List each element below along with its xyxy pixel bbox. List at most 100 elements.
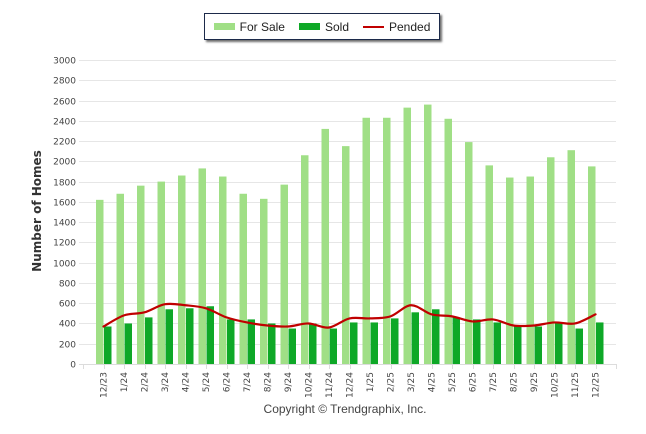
sold-bar[interactable] [104,326,112,364]
for-sale-bar[interactable] [239,193,248,364]
for-sale-bar[interactable] [321,128,330,364]
sold-bar[interactable] [514,325,522,364]
sold-bar[interactable] [165,309,174,364]
sold-bar[interactable] [596,322,604,364]
for-sale-bar[interactable] [137,185,145,364]
legend-label: For Sale [239,19,285,34]
x-tick-label: 9/24 [284,372,294,392]
y-tick-label: 0 [70,361,76,371]
x-tick-label: 8/25 [510,372,520,392]
y-tick-label: 400 [59,320,76,330]
y-tick-label: 1400 [53,219,76,229]
sold-bar[interactable] [350,322,358,364]
sold-bar[interactable] [555,322,563,364]
legend-label: Pended [389,19,431,34]
sold-bar[interactable] [432,309,440,364]
for-sale-bar[interactable] [178,175,186,364]
for-sale-bar[interactable] [301,155,309,364]
x-tick-label: 12/23 [100,372,110,398]
y-tick-label: 200 [59,341,76,351]
for-sale-bar[interactable] [260,198,268,364]
x-tick-label: 7/24 [243,372,253,392]
y-tick-label: 2200 [53,138,76,148]
y-tick-label: 1800 [53,179,76,189]
sold-bar[interactable] [186,308,194,364]
legend-item-for-sale[interactable]: For Sale [213,19,285,34]
x-tick-label: 4/24 [182,372,192,392]
y-tick-label: 2600 [53,98,76,108]
for-sale-bar[interactable] [383,117,391,364]
sold-bar[interactable] [391,318,399,364]
for-sale-bar[interactable] [96,199,104,364]
sold-bar[interactable] [124,323,133,364]
y-tick-label: 2800 [53,77,76,87]
sold-bar[interactable] [534,326,543,364]
for-sale-bar[interactable] [116,193,125,364]
for-sale-bar[interactable] [567,150,576,364]
for-sale-bar[interactable] [465,142,473,364]
x-tick-label: 12/24 [346,372,356,398]
x-tick-label: 10/24 [305,372,315,398]
for-sale-swatch-icon [213,23,235,30]
y-tick-label: 800 [59,280,76,290]
for-sale-bar[interactable] [506,177,514,364]
x-tick-label: 9/25 [530,372,540,392]
x-tick-label: 3/24 [161,372,171,392]
sold-bar[interactable] [575,328,584,364]
for-sale-bar[interactable] [444,118,453,364]
for-sale-bar[interactable] [157,181,166,364]
sold-bar[interactable] [247,319,256,364]
sold-bar[interactable] [145,317,153,364]
x-tick-label: 5/25 [448,372,458,392]
for-sale-bar[interactable] [588,166,596,364]
sold-bar[interactable] [329,328,338,364]
x-tick-label: 8/24 [264,372,274,392]
sold-swatch-icon [298,23,320,30]
x-tick-label: 12/25 [592,372,602,398]
sold-bar[interactable] [288,328,297,364]
x-tick-label: 1/25 [366,372,376,392]
legend: For Sale Sold Pended [204,13,440,40]
sold-bar[interactable] [206,306,215,364]
y-tick-label: 1000 [53,260,76,270]
for-sale-bar[interactable] [403,107,412,365]
x-tick-label: 3/25 [407,372,417,392]
y-tick-label: 3000 [53,57,76,67]
legend-label: Sold [324,19,349,34]
for-sale-bar[interactable] [219,176,227,364]
x-tick-label: 11/25 [571,372,581,398]
for-sale-bar[interactable] [280,184,289,364]
copyright-text: Copyright © Trendgraphix, Inc. [263,402,427,416]
sold-bar[interactable] [473,319,481,364]
for-sale-bar[interactable] [547,157,555,364]
pended-line-swatch-icon [363,25,384,28]
y-tick-label: 2400 [53,118,76,128]
y-tick-label: 2000 [53,158,76,168]
x-tick-label: 5/24 [202,372,212,392]
for-sale-bar[interactable] [424,104,432,364]
for-sale-bar[interactable] [198,168,207,364]
bars [96,104,604,365]
x-axis: 12/23 1/24 2/24 3/24 4/24 5/24 6/24 7/24 8/24 9/2… [79,364,617,398]
x-tick-label: 1/24 [120,372,130,392]
y-tick-label: 1600 [53,199,76,209]
sold-bar[interactable] [227,319,235,364]
x-tick-label: 7/25 [489,372,499,392]
x-tick-label: 2/24 [141,372,151,392]
legend-item-sold[interactable]: Sold [298,19,349,34]
y-tick-label: 600 [59,300,76,310]
for-sale-bar[interactable] [362,117,371,364]
y-axis-ticks: 0 200 400 600 800 1000 1200 1400 1600 1800 2000 220… [53,57,76,371]
y-tick-label: 1200 [53,239,76,249]
sold-bar[interactable] [268,323,276,364]
legend-item-pended[interactable]: Pended [363,20,430,34]
for-sale-bar[interactable] [526,176,535,364]
sold-bar[interactable] [411,312,420,364]
sold-bar[interactable] [452,317,461,364]
sold-bar[interactable] [493,322,502,364]
sold-bar[interactable] [370,322,379,364]
sold-bar[interactable] [309,323,317,364]
for-sale-bar[interactable] [342,146,350,364]
for-sale-bar[interactable] [485,165,494,364]
